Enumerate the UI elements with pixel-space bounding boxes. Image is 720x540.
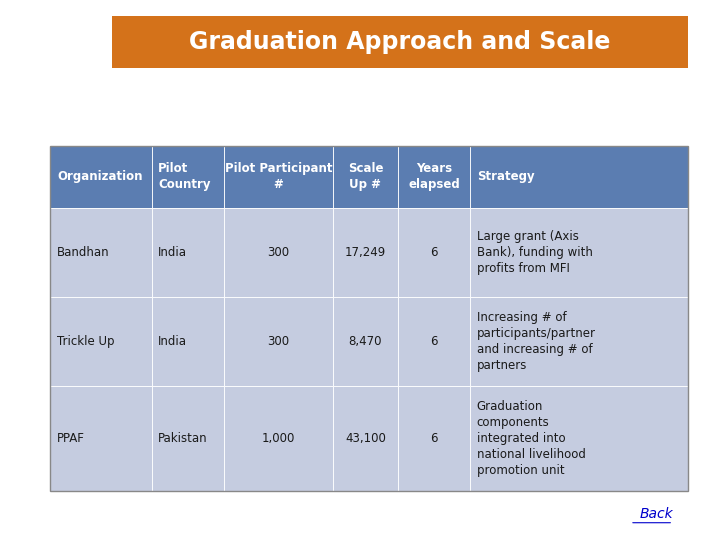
Text: 17,249: 17,249 bbox=[345, 246, 386, 259]
Text: Graduation
components
integrated into
national livelihood
promotion unit: Graduation components integrated into na… bbox=[477, 400, 586, 477]
Text: 6: 6 bbox=[431, 335, 438, 348]
Text: Bandhan: Bandhan bbox=[57, 246, 109, 259]
Text: Back: Back bbox=[639, 507, 673, 521]
Text: 1,000: 1,000 bbox=[262, 432, 295, 445]
Text: Pakistan: Pakistan bbox=[158, 432, 208, 445]
Text: India: India bbox=[158, 335, 187, 348]
Text: Graduation Approach and Scale: Graduation Approach and Scale bbox=[189, 30, 611, 54]
Text: Strategy: Strategy bbox=[477, 170, 534, 184]
Text: 6: 6 bbox=[431, 246, 438, 259]
Text: 300: 300 bbox=[267, 246, 289, 259]
Text: Organization: Organization bbox=[57, 170, 143, 184]
Text: Increasing # of
participants/partner
and increasing # of
partners: Increasing # of participants/partner and… bbox=[477, 311, 596, 372]
Text: India: India bbox=[158, 246, 187, 259]
Text: Scale
Up #: Scale Up # bbox=[348, 163, 383, 191]
Text: 300: 300 bbox=[267, 335, 289, 348]
Text: Years
elapsed: Years elapsed bbox=[408, 163, 460, 191]
Text: 6: 6 bbox=[431, 432, 438, 445]
Text: Large grant (Axis
Bank), funding with
profits from MFI: Large grant (Axis Bank), funding with pr… bbox=[477, 230, 593, 275]
Text: 8,470: 8,470 bbox=[348, 335, 382, 348]
Text: Pilot Participant
#: Pilot Participant # bbox=[225, 163, 332, 191]
Text: 43,100: 43,100 bbox=[345, 432, 386, 445]
Text: Trickle Up: Trickle Up bbox=[57, 335, 114, 348]
Text: Pilot
Country: Pilot Country bbox=[158, 163, 211, 191]
Text: PPAF: PPAF bbox=[57, 432, 85, 445]
